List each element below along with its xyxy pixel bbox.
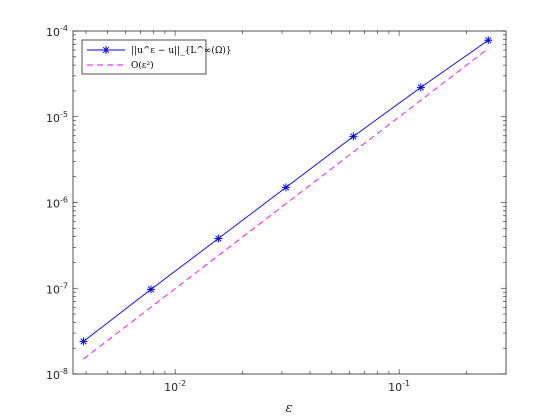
x-tick-label: 10-1 [388,379,410,394]
legend-entry-2: O(ε²) [87,60,154,71]
legend: ||u^ε − u||_{L^∞(Ω)} O(ε²) [81,39,232,75]
y-tick-label: 10-8 [46,367,68,382]
data-point [281,183,290,192]
x-axis-label: ε [286,401,293,416]
y-tick-label: 10-6 [46,196,68,211]
y-tick-label: 10-4 [46,24,68,39]
series-line [83,48,489,360]
x-tick-label: 10-2 [164,379,186,394]
legend-label: O(ε²) [131,60,154,71]
data-point [102,46,110,54]
legend-entry-1: ||u^ε − u||_{L^∞(Ω)} [87,45,232,56]
series-1 [79,36,493,346]
data-point [79,337,88,346]
data-point [416,83,425,92]
plot-area: 10-2 10-1 10-8 10-7 10-6 10-5 10-4 ε [46,24,507,416]
ticks [73,30,506,375]
tick-labels: 10-2 10-1 10-8 10-7 10-6 10-5 10-4 [46,24,410,394]
legend-box [81,39,207,75]
data-point [349,132,358,141]
legend-entries: ||u^ε − u||_{L^∞(Ω)} O(ε²) [87,45,232,71]
data-point [484,36,493,45]
data-point [214,234,223,243]
series-2 [83,48,489,360]
y-tick-label: 10-7 [46,281,68,296]
data-point [146,285,155,294]
legend-label: ||u^ε − u||_{L^∞(Ω)} [131,45,232,56]
y-tick-label: 10-5 [46,110,68,125]
axes-box [72,30,507,375]
series-layer [79,36,493,360]
